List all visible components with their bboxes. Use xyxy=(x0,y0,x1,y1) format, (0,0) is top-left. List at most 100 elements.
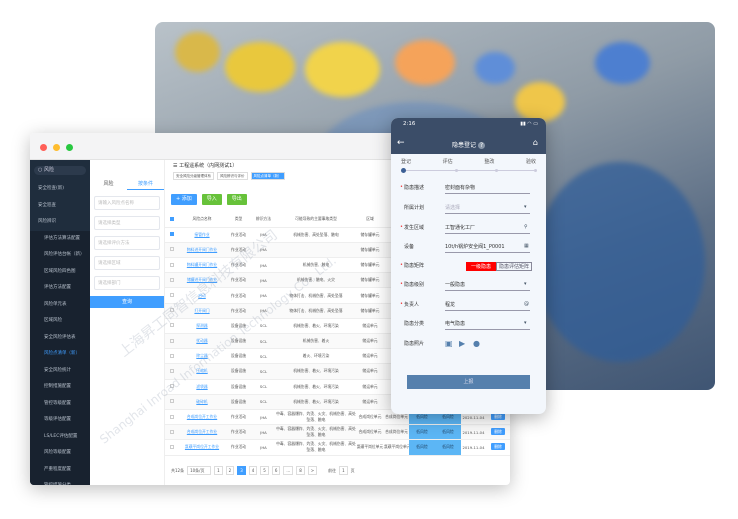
minimize-dot-icon[interactable] xyxy=(53,144,60,151)
risk-point-link[interactable]: 扰动器 xyxy=(178,333,226,350)
risk-point-link[interactable]: 启动 xyxy=(178,287,226,304)
filter-input[interactable]: 请选择部门 xyxy=(94,276,160,290)
page-button[interactable]: 2 xyxy=(225,466,235,475)
back-arrow-icon[interactable]: ← xyxy=(397,138,405,148)
row-checkbox[interactable] xyxy=(165,439,178,456)
row-checkbox[interactable] xyxy=(165,394,178,410)
filter-input[interactable]: 请选择评价方法 xyxy=(94,236,160,250)
tab-condition[interactable]: 按条件 xyxy=(127,178,164,190)
contact-icon[interactable]: @ xyxy=(524,301,529,307)
page-button[interactable]: 3 xyxy=(237,466,246,475)
field-input[interactable]: 程龙 xyxy=(445,301,530,311)
risk-point-link[interactable]: 除尘器 xyxy=(178,348,226,365)
export-button[interactable]: 导出 xyxy=(226,194,247,205)
page-button[interactable]: 6 xyxy=(271,466,281,475)
sidebar-item[interactable]: 区域风险四色图 xyxy=(30,263,90,280)
filter-input[interactable]: 请选择类型 xyxy=(94,216,160,230)
row-checkbox[interactable] xyxy=(165,379,178,395)
dropdown-icon[interactable]: ▾ xyxy=(524,281,527,287)
sidebar-item[interactable]: 管控等级配置 xyxy=(30,395,90,412)
page-button[interactable]: 8 xyxy=(296,466,305,475)
sidebar-item[interactable]: 等级评估配置 xyxy=(30,412,90,429)
photo-upload-icon[interactable]: ▣ xyxy=(445,339,453,348)
sidebar-item[interactable]: 安全风险统计 xyxy=(30,362,90,379)
risk-point-link[interactable]: 物料罐开阀门作业 xyxy=(178,257,226,274)
risk-point-link[interactable]: 滤袋器 xyxy=(178,379,226,395)
risk-point-link[interactable]: 打开阀门 xyxy=(178,303,226,319)
close-dot-icon[interactable] xyxy=(40,144,47,151)
sidebar-item[interactable]: 管控措施分类 xyxy=(30,478,90,485)
row-checkbox[interactable] xyxy=(165,409,178,426)
row-checkbox[interactable] xyxy=(165,242,178,259)
sidebar-item[interactable]: LS/LEC评估配置 xyxy=(30,428,90,445)
delete-button[interactable]: 删除 xyxy=(491,443,505,451)
field-input[interactable]: 请选择 xyxy=(445,204,530,214)
field-input[interactable]: 10t/h锅炉安全阀1_P0001 xyxy=(445,243,530,253)
filter-input[interactable]: 请输入风险点名称 xyxy=(94,196,160,210)
location-pin-icon[interactable]: ⚲ xyxy=(524,224,528,230)
scan-icon[interactable]: ▦ xyxy=(524,243,529,249)
delete-button[interactable]: 删除 xyxy=(491,428,505,436)
sidebar-item[interactable]: 风险点清单（新） xyxy=(30,346,90,363)
help-icon[interactable]: ? xyxy=(477,142,486,149)
sidebar-search-input[interactable]: ○ 风险 xyxy=(34,166,86,175)
home-icon[interactable]: ⌂ xyxy=(532,138,538,147)
sidebar-item[interactable]: 风险辨识 xyxy=(38,219,56,224)
tab-risk[interactable]: 风险 xyxy=(103,181,114,187)
risk-point-link[interactable]: 氯磺平岗位开工作业 xyxy=(178,439,226,456)
select-all-checkbox[interactable] xyxy=(165,212,178,228)
sidebar-item[interactable]: 安全检查(新) xyxy=(38,186,65,191)
breadcrumb-tag[interactable]: 安全风险分级管理体系 xyxy=(173,172,214,180)
dropdown-icon[interactable]: ▾ xyxy=(524,320,527,326)
row-checkbox[interactable] xyxy=(165,272,178,289)
row-checkbox[interactable] xyxy=(165,348,178,365)
page-button[interactable]: > xyxy=(307,466,318,475)
menu-icon[interactable]: ☰ xyxy=(173,163,180,169)
video-upload-icon[interactable]: ▶ xyxy=(459,339,466,348)
sidebar-item[interactable]: 控制措施配置 xyxy=(30,379,90,396)
risk-matrix-button[interactable]: 隐患评估矩阵 xyxy=(496,262,533,271)
import-button[interactable]: 导入 xyxy=(201,194,222,205)
row-checkbox[interactable] xyxy=(165,318,178,335)
filter-input[interactable]: 请选择区域 xyxy=(94,256,160,270)
field-input[interactable]: 电气隐患 xyxy=(445,320,530,330)
page-size-select[interactable]: 10条/页 xyxy=(187,466,212,475)
risk-point-link[interactable]: 合成岗位开工作业 xyxy=(178,409,226,426)
sidebar-item[interactable]: 评估方法算法配置 xyxy=(30,230,90,247)
risk-point-link[interactable]: 合成岗位开工作业 xyxy=(178,424,226,441)
sidebar-item[interactable]: 严重程度配置 xyxy=(30,461,90,478)
dropdown-icon[interactable]: ▾ xyxy=(524,204,527,210)
audio-upload-icon[interactable]: ● xyxy=(473,339,480,348)
sidebar-item[interactable]: 安全巡查 xyxy=(38,202,56,208)
add-button[interactable]: + 添加 xyxy=(171,194,197,205)
sidebar-item[interactable]: 风险等级配置 xyxy=(30,445,90,462)
risk-point-link[interactable]: 储罐进开阀门作业 xyxy=(178,272,226,289)
breadcrumb-tag[interactable]: 风险辨识与评价 xyxy=(217,172,248,180)
breadcrumb-tag[interactable]: 风险点清单（新） xyxy=(250,172,285,180)
risk-point-link[interactable]: 接管作业 xyxy=(178,227,226,243)
row-checkbox[interactable] xyxy=(165,287,178,304)
delete-button[interactable]: 删除 xyxy=(491,413,505,421)
row-checkbox[interactable] xyxy=(165,333,178,350)
page-button[interactable]: 1 xyxy=(214,466,223,475)
sidebar-item[interactable]: 评估方法配置 xyxy=(30,280,90,297)
page-button[interactable]: 5 xyxy=(260,466,269,475)
row-checkbox[interactable] xyxy=(165,257,178,274)
row-checkbox[interactable] xyxy=(165,227,178,243)
page-button[interactable]: ... xyxy=(283,466,294,475)
risk-point-link[interactable]: 物料进开阀门作业 xyxy=(178,242,226,259)
risk-point-link[interactable]: 破碎机 xyxy=(178,394,226,410)
page-button[interactable]: 4 xyxy=(248,466,258,475)
sidebar-item[interactable]: 安全风险评估表 xyxy=(30,329,90,346)
sidebar-item[interactable]: 区域风险 xyxy=(30,313,90,330)
maximize-dot-icon[interactable] xyxy=(66,144,73,151)
submit-button[interactable]: 上报 xyxy=(407,375,530,389)
sidebar-item[interactable]: 风险评估台帐（新） xyxy=(30,247,90,264)
query-button[interactable]: 查询 xyxy=(90,296,164,308)
row-checkbox[interactable] xyxy=(165,363,178,380)
field-input[interactable]: 工智通化工厂 xyxy=(445,224,530,234)
sidebar-item[interactable]: 风险单元表 xyxy=(30,296,90,313)
goto-page-input[interactable]: 1 xyxy=(339,466,348,475)
row-checkbox[interactable] xyxy=(165,424,178,441)
risk-point-link[interactable]: 探测器 xyxy=(178,318,226,335)
